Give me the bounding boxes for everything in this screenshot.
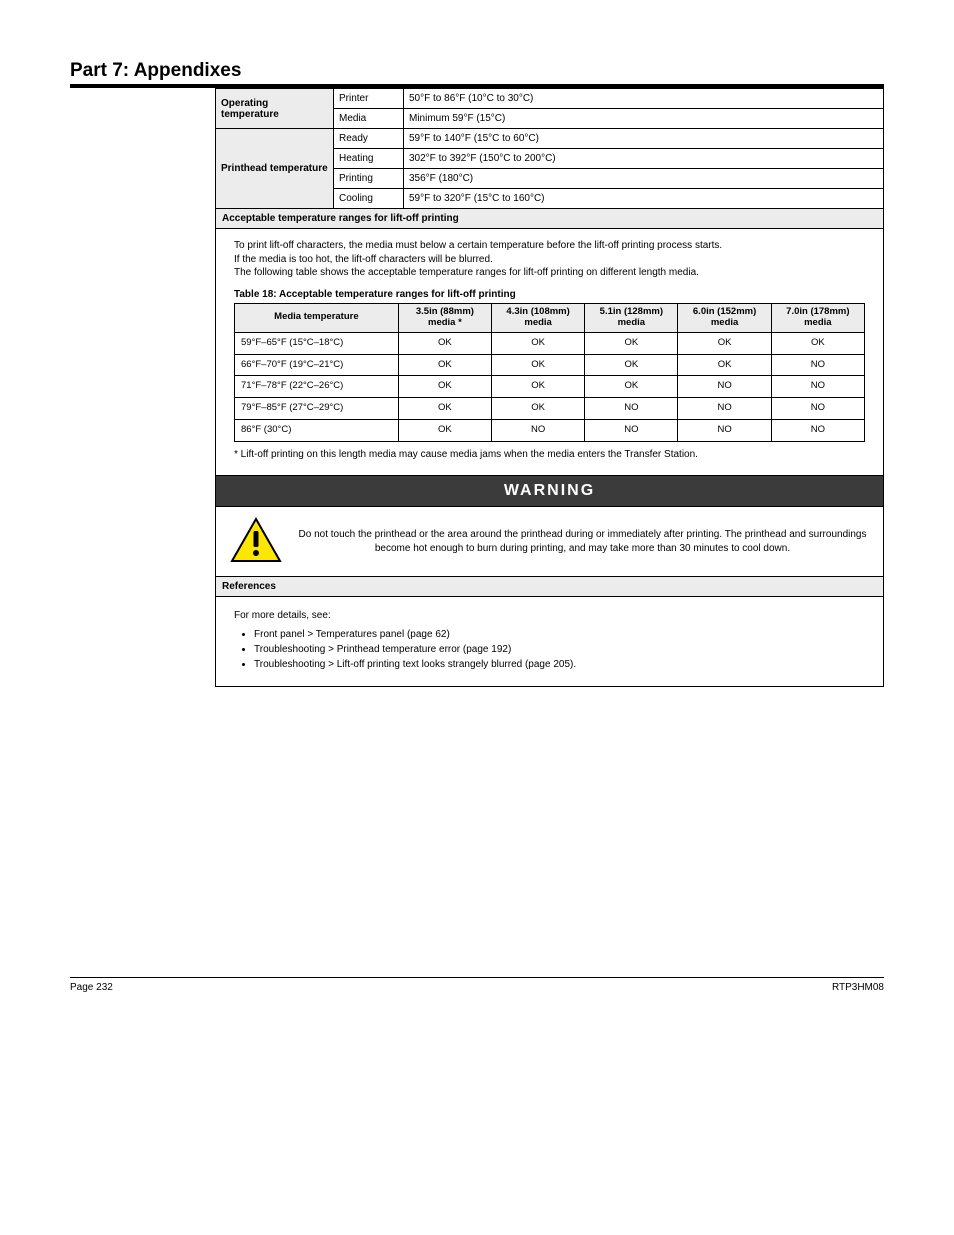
lift-row-label: 59°F–65°F (15°C–18°C) — [235, 332, 399, 354]
lift-cell: NO — [678, 398, 771, 420]
spec-value: 302°F to 392°F (150°C to 200°C) — [404, 149, 884, 169]
lift-cell: OK — [398, 420, 491, 442]
spec-category: Printhead temperature — [216, 129, 334, 209]
spec-label: Printer — [334, 89, 404, 109]
lift-row-label: 71°F–78°F (22°C–26°C) — [235, 376, 399, 398]
spec-label: Heating — [334, 149, 404, 169]
lift-col-header: 5.1in (128mm) media — [585, 304, 678, 333]
lift-cell: NO — [771, 420, 864, 442]
spec-value: 50°F to 86°F (10°C to 30°C) — [404, 89, 884, 109]
references-list: Front panel > Temperatures panel (page 6… — [234, 627, 865, 672]
lift-cell: OK — [492, 398, 585, 420]
lift-col-header: 6.0in (152mm) media — [678, 304, 771, 333]
warning-title: WARNING — [215, 476, 884, 507]
spec-value: 59°F to 140°F (15°C to 60°C) — [404, 129, 884, 149]
lift-col-header: Media temperature — [235, 304, 399, 333]
lift-col-header: 4.3in (108mm) media — [492, 304, 585, 333]
lift-cell: OK — [678, 354, 771, 376]
lift-cell: NO — [585, 420, 678, 442]
reference-item: Front panel > Temperatures panel (page 6… — [254, 627, 865, 642]
lift-col-header: 7.0in (178mm) media — [771, 304, 864, 333]
references-lead: For more details, see: — [234, 609, 865, 623]
content-area: Operating temperaturePrinter50°F to 86°F… — [215, 88, 884, 687]
lift-cell: NO — [585, 398, 678, 420]
lift-cell: NO — [771, 398, 864, 420]
spec-label: Printing — [334, 169, 404, 189]
page: Part 7: Appendixes Operating temperature… — [0, 0, 954, 1033]
spec-value: 59°F to 320°F (15°C to 160°C) — [404, 189, 884, 209]
lift-cell: OK — [585, 332, 678, 354]
reference-item: Troubleshooting > Printhead temperature … — [254, 642, 865, 657]
lift-cell: NO — [678, 376, 771, 398]
footer-doc-id: RTP3HM08 — [832, 982, 884, 993]
lift-cell: OK — [492, 376, 585, 398]
spec-table: Operating temperaturePrinter50°F to 86°F… — [215, 88, 884, 209]
temp-section-header: Acceptable temperature ranges for lift-o… — [215, 209, 884, 229]
lift-cell: OK — [398, 376, 491, 398]
lift-cell: OK — [771, 332, 864, 354]
temp-intro: To print lift-off characters, the media … — [234, 239, 865, 280]
warning-body: Do not touch the printhead or the area a… — [215, 507, 884, 577]
lift-col-header: 3.5in (88mm) media * — [398, 304, 491, 333]
spec-value: Minimum 59°F (15°C) — [404, 109, 884, 129]
spec-label: Cooling — [334, 189, 404, 209]
lift-cell: OK — [492, 354, 585, 376]
warning-icon — [230, 517, 282, 566]
reference-item: Troubleshooting > Lift-off printing text… — [254, 657, 865, 672]
lift-table: Media temperature3.5in (88mm) media *4.3… — [234, 303, 865, 442]
references-body: For more details, see: Front panel > Tem… — [215, 597, 884, 687]
lift-footnote: * Lift-off printing on this length media… — [234, 448, 865, 462]
page-footer: Page 232 RTP3HM08 — [70, 978, 884, 993]
lift-row-label: 79°F–85°F (27°C–29°C) — [235, 398, 399, 420]
lift-cell: OK — [398, 398, 491, 420]
section-title: Part 7: Appendixes — [70, 60, 884, 82]
lift-cell: OK — [678, 332, 771, 354]
lift-cell: NO — [678, 420, 771, 442]
lift-cell: OK — [398, 354, 491, 376]
footer-page: Page 232 — [70, 982, 113, 993]
lift-cell: OK — [398, 332, 491, 354]
temp-intro-line: To print lift-off characters, the media … — [234, 239, 865, 253]
temp-intro-line: If the media is too hot, the lift-off ch… — [234, 253, 865, 267]
lift-cell: NO — [771, 376, 864, 398]
lift-row-label: 66°F–70°F (19°C–21°C) — [235, 354, 399, 376]
spec-category: Operating temperature — [216, 89, 334, 129]
lift-cell: NO — [771, 354, 864, 376]
temp-section-body: To print lift-off characters, the media … — [215, 229, 884, 476]
spec-label: Ready — [334, 129, 404, 149]
references-header: References — [215, 577, 884, 597]
lift-table-caption: Table 18: Acceptable temperature ranges … — [234, 288, 865, 302]
spec-value: 356°F (180°C) — [404, 169, 884, 189]
spec-label: Media — [334, 109, 404, 129]
warning-text: Do not touch the printhead or the area a… — [296, 528, 869, 555]
lift-cell: OK — [585, 376, 678, 398]
lift-cell: OK — [492, 332, 585, 354]
lift-cell: OK — [585, 354, 678, 376]
temp-intro-line: The following table shows the acceptable… — [234, 266, 865, 280]
lift-row-label: 86°F (30°C) — [235, 420, 399, 442]
lift-cell: NO — [492, 420, 585, 442]
